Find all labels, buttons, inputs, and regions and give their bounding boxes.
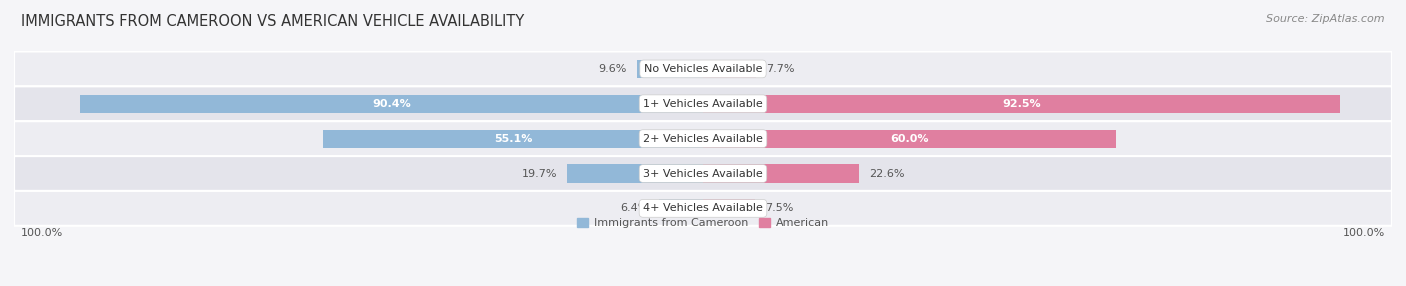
Bar [703, 199, 755, 217]
Text: 55.1%: 55.1% [494, 134, 533, 144]
Bar [703, 95, 1340, 113]
Text: 2+ Vehicles Available: 2+ Vehicles Available [643, 134, 763, 144]
Text: 1+ Vehicles Available: 1+ Vehicles Available [643, 99, 763, 109]
Text: 100.0%: 100.0% [21, 229, 63, 239]
Text: 22.6%: 22.6% [869, 168, 904, 178]
Bar [703, 60, 756, 78]
FancyBboxPatch shape [14, 51, 1392, 86]
Text: 92.5%: 92.5% [1002, 99, 1040, 109]
Legend: Immigrants from Cameroon, American: Immigrants from Cameroon, American [572, 214, 834, 233]
Text: IMMIGRANTS FROM CAMEROON VS AMERICAN VEHICLE AVAILABILITY: IMMIGRANTS FROM CAMEROON VS AMERICAN VEH… [21, 14, 524, 29]
Bar [703, 164, 859, 182]
FancyBboxPatch shape [14, 121, 1392, 156]
Bar [80, 95, 703, 113]
Text: 60.0%: 60.0% [890, 134, 929, 144]
Bar [703, 130, 1116, 148]
Text: 100.0%: 100.0% [1343, 229, 1385, 239]
Text: 3+ Vehicles Available: 3+ Vehicles Available [643, 168, 763, 178]
Text: No Vehicles Available: No Vehicles Available [644, 64, 762, 74]
FancyBboxPatch shape [14, 86, 1392, 121]
Bar [567, 164, 703, 182]
FancyBboxPatch shape [14, 156, 1392, 191]
Text: 9.6%: 9.6% [598, 64, 627, 74]
Bar [659, 199, 703, 217]
Text: 6.4%: 6.4% [620, 203, 648, 213]
Text: 4+ Vehicles Available: 4+ Vehicles Available [643, 203, 763, 213]
Text: Source: ZipAtlas.com: Source: ZipAtlas.com [1267, 14, 1385, 24]
Text: 90.4%: 90.4% [373, 99, 411, 109]
FancyBboxPatch shape [14, 191, 1392, 226]
Text: 7.7%: 7.7% [766, 64, 794, 74]
Bar [323, 130, 703, 148]
Text: 7.5%: 7.5% [765, 203, 793, 213]
Text: 19.7%: 19.7% [522, 168, 557, 178]
Bar [637, 60, 703, 78]
